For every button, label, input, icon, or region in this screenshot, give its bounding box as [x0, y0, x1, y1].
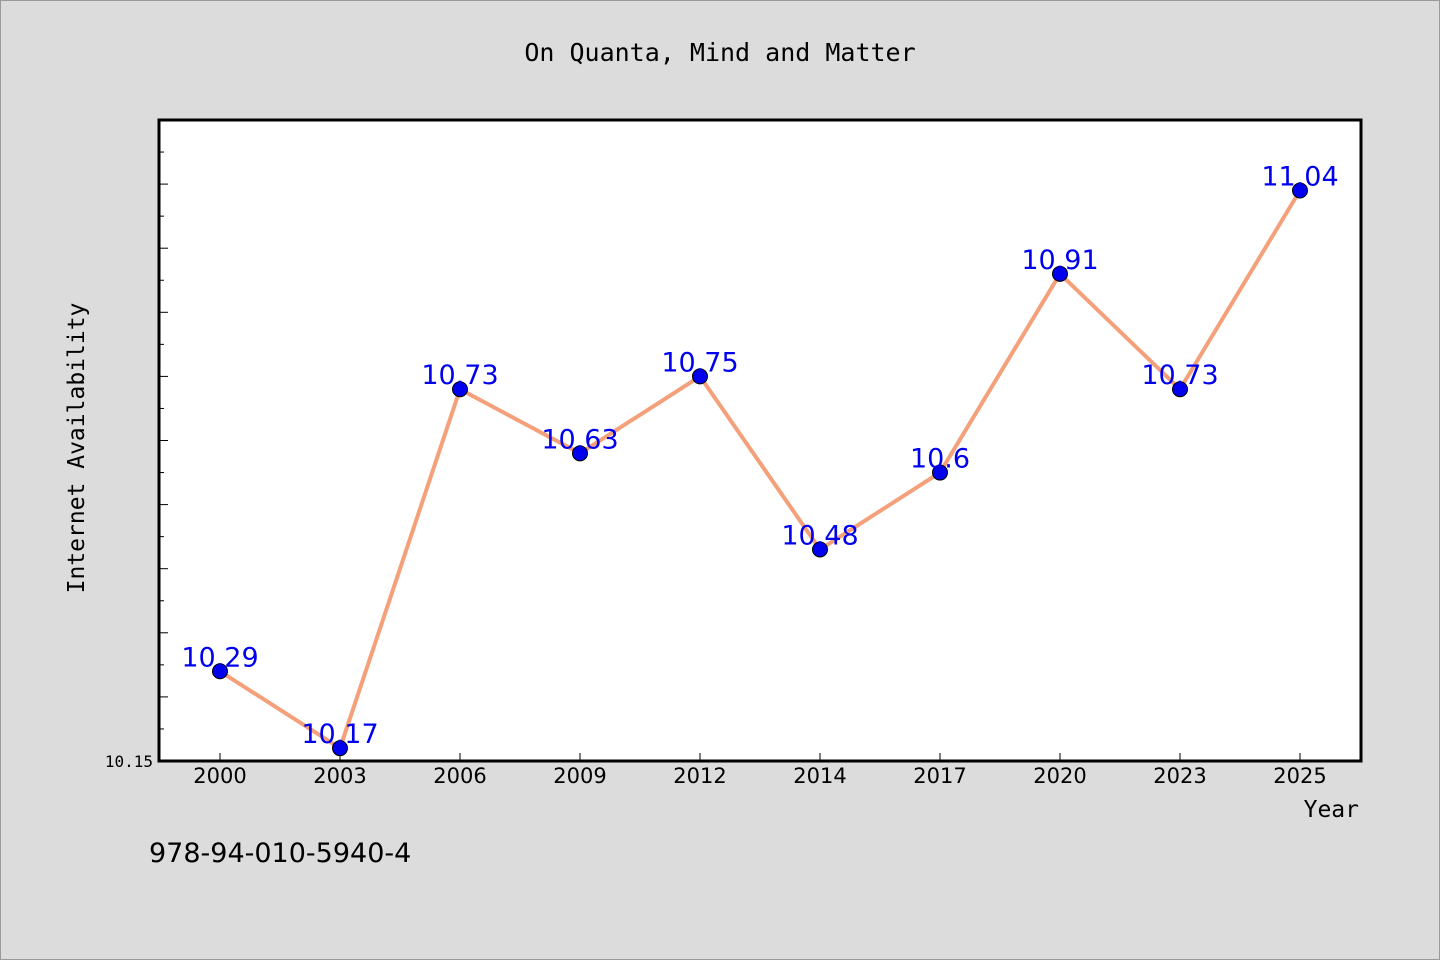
x-tick-label: 2006 [433, 764, 486, 788]
data-label: 10.29 [181, 642, 258, 673]
y-axis-ticks [159, 151, 168, 762]
data-point [332, 740, 348, 757]
data-point [1052, 265, 1068, 282]
chart-title: On Quanta, Mind and Matter [524, 38, 915, 67]
x-tick-label: 2012 [673, 764, 726, 788]
data-label: 10.6 [910, 444, 970, 475]
data-label: 10.73 [421, 360, 498, 391]
plot-area [157, 118, 1363, 763]
data-point [452, 381, 468, 398]
isbn-text: 978-94-010-5940-4 [149, 838, 411, 869]
x-tick-label: 2017 [913, 764, 966, 788]
data-point [932, 464, 948, 481]
data-label: 10.75 [661, 347, 738, 378]
x-tick-label: 2009 [553, 764, 606, 788]
data-point [812, 541, 828, 558]
data-point [212, 663, 228, 680]
data-point [1172, 381, 1188, 398]
data-point [692, 368, 708, 385]
data-point [1292, 182, 1308, 199]
x-tick-label: 2025 [1273, 764, 1326, 788]
series-line [218, 189, 1302, 751]
data-label: 10.63 [541, 424, 618, 455]
x-tick-label: 2020 [1033, 764, 1086, 788]
data-label: 10.73 [1141, 360, 1218, 391]
data-label: 10.91 [1021, 245, 1098, 276]
x-axis-tick-labels: 2000 2003 2006 2009 2012 2014 2017 2020 2023 2025 [193, 764, 1326, 788]
data-label: 10.48 [781, 520, 858, 551]
x-tick-label: 2000 [193, 764, 246, 788]
data-point [572, 445, 588, 462]
x-tick-label: 2014 [793, 764, 846, 788]
y-tick-label: 10.15 [105, 752, 153, 771]
x-tick-label: 2023 [1153, 764, 1206, 788]
series-group: 10.29 10.17 10.73 10.63 10.75 10.48 10.6 10.91 1… [181, 162, 1339, 757]
data-label: 11.04 [1261, 162, 1338, 193]
x-axis-label: Year [1304, 797, 1359, 823]
y-axis-label: Internet Availability [64, 303, 90, 594]
data-label: 10.17 [301, 719, 378, 750]
x-tick-label: 2003 [313, 764, 366, 788]
